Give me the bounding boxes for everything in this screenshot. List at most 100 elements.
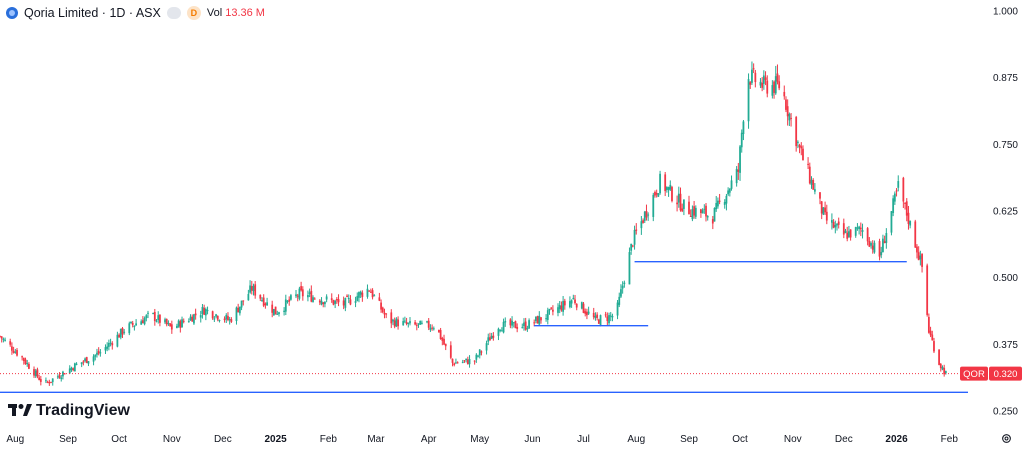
candle-body: [392, 319, 394, 322]
candle-body: [759, 81, 762, 86]
candle-body: [468, 358, 471, 365]
candle-body: [931, 334, 934, 341]
candle-body: [859, 227, 862, 230]
candle-body: [218, 320, 221, 322]
candle-body: [512, 322, 515, 324]
candle-body: [179, 321, 182, 328]
candle-body: [849, 229, 852, 238]
candle-body: [414, 322, 417, 325]
trendlines: QOR 0.320: [0, 260, 1022, 394]
candle-body: [824, 207, 826, 213]
candle-body: [429, 327, 432, 330]
candle-body: [693, 206, 696, 216]
candle-body: [87, 361, 90, 364]
y-tick-label: 0.375: [993, 340, 1018, 351]
candle-body: [380, 302, 382, 310]
candle-body: [104, 347, 107, 351]
candle-body: [647, 214, 650, 216]
candle-body: [204, 309, 207, 316]
candle-body: [346, 295, 348, 298]
candle-body: [296, 295, 299, 297]
candle-body: [68, 368, 71, 374]
candle-body: [706, 215, 709, 218]
candle-body: [254, 284, 257, 296]
candle-body: [599, 315, 602, 326]
candle-body: [871, 245, 874, 250]
candle-body: [264, 303, 267, 305]
candle-body: [16, 349, 18, 356]
candle-body: [569, 301, 571, 308]
candle-body: [819, 192, 821, 199]
candle-body: [606, 316, 609, 321]
candle-body: [475, 354, 478, 360]
candle-body: [664, 174, 667, 192]
candle-body: [45, 380, 47, 382]
x-tick-label: Sep: [680, 434, 698, 445]
candle-body: [800, 146, 803, 149]
candle-body: [618, 296, 621, 305]
candle-body: [774, 76, 777, 94]
candle-body: [84, 358, 86, 362]
gear-icon[interactable]: [1001, 433, 1012, 444]
candle-body: [228, 319, 231, 321]
candle-body: [276, 313, 279, 315]
candle-body: [286, 300, 289, 302]
price-tag[interactable]: QOR 0.320: [960, 366, 1022, 381]
candle-body: [682, 199, 685, 209]
candle-body: [723, 201, 726, 205]
candle-body: [39, 379, 42, 382]
candle-body: [290, 295, 292, 300]
candle-body: [526, 328, 529, 330]
candle-body: [820, 201, 823, 214]
candle-body: [320, 300, 323, 305]
candle-body: [822, 207, 825, 215]
candle-body: [725, 195, 728, 204]
candle-body: [890, 211, 893, 233]
candle-body: [318, 300, 321, 303]
candle-body: [301, 289, 304, 297]
candle-body: [941, 367, 944, 370]
candle-body: [191, 316, 194, 322]
candle-body: [574, 299, 576, 304]
candle-body: [119, 328, 122, 338]
candle-body: [546, 310, 549, 320]
candle-body: [572, 297, 575, 300]
candle-body: [337, 299, 340, 303]
candle-body: [369, 291, 372, 293]
candle-body: [373, 295, 376, 297]
candle-body: [751, 69, 753, 83]
candle-body: [70, 367, 73, 371]
candle-body: [892, 198, 895, 213]
candle-body: [611, 316, 614, 318]
candle-body: [344, 298, 347, 308]
candle-body: [466, 359, 469, 365]
candle-body: [545, 318, 547, 320]
candle-body: [773, 81, 775, 93]
price-tag-value-bg: [989, 366, 1022, 381]
candle-body: [645, 211, 648, 218]
candle-body: [580, 302, 583, 309]
eye-icon[interactable]: [166, 7, 181, 19]
tradingview-logo[interactable]: TradingView: [8, 402, 130, 420]
candle-body: [26, 362, 29, 365]
candle-body: [21, 356, 24, 358]
candle-body: [667, 187, 670, 191]
symbol-title[interactable]: Qoria Limited · 1D · ASX: [24, 6, 161, 20]
candle-body: [575, 303, 578, 308]
candle-body: [421, 322, 423, 324]
candle-body: [640, 221, 643, 229]
candle-body: [92, 356, 95, 362]
candle-body: [187, 321, 190, 323]
candle-body: [584, 311, 587, 314]
candle-body: [523, 322, 525, 327]
candle-body: [62, 371, 64, 377]
candle-body: [689, 215, 692, 217]
y-tick-label: 1.000: [993, 7, 1018, 18]
candle-body: [73, 363, 76, 372]
candle-body: [252, 285, 255, 292]
candle-body: [882, 238, 884, 253]
candle-body: [604, 314, 607, 316]
candle-body: [383, 312, 386, 315]
x-tick-label: Nov: [163, 434, 181, 445]
